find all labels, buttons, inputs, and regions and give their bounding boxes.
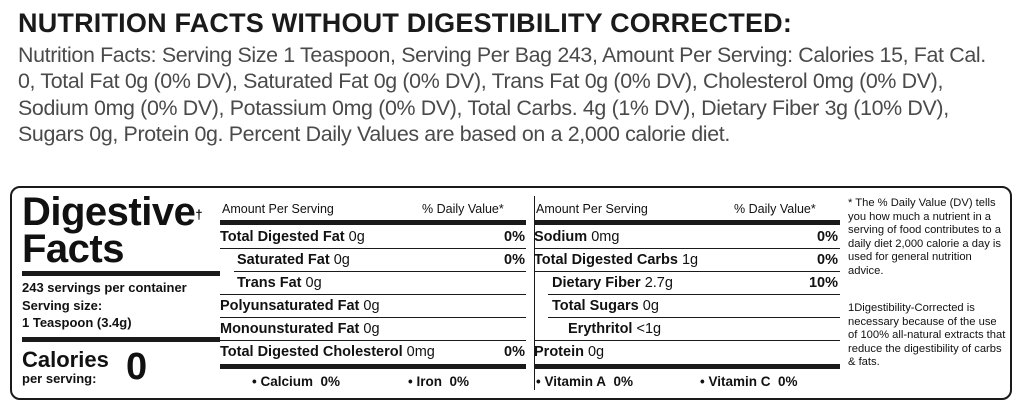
nutrient-row: Monounsturated Fat 0g <box>220 321 380 337</box>
nutrition-paragraph: Nutrition Facts: Serving Size 1 Teaspoon… <box>18 43 986 146</box>
footnote-digestibility: 1Digestibility-Corrected is necessary be… <box>848 302 1006 369</box>
nutrient-row: Total Digested Fat 0g <box>220 229 365 245</box>
separator <box>534 196 535 390</box>
nutrient-dv: 0% <box>817 229 838 245</box>
col-header-left-amount: Amount Per Serving <box>222 202 334 216</box>
title-line1: Digestive <box>22 190 196 234</box>
nutrient-amount: 0mg <box>591 229 620 245</box>
divider <box>22 271 220 276</box>
dagger-mark: † <box>195 207 203 222</box>
nutrient-amount: 0g <box>587 344 605 360</box>
title-line2: Facts <box>22 227 125 271</box>
divider <box>548 294 840 295</box>
serving-size-value: 1 Teaspoon (3.4g) <box>22 315 132 330</box>
nutrient-amount: 0g <box>363 298 380 314</box>
nutrient-amount: 0mg <box>406 344 435 360</box>
nutrient-name: Total Sugars <box>552 298 639 314</box>
divider <box>534 340 840 341</box>
digestive-facts-panel: Digestive† Facts 243 servings per contai… <box>10 186 1012 400</box>
divider <box>220 340 526 341</box>
nutrient-amount: 0g <box>363 321 380 337</box>
divider <box>22 337 220 342</box>
nutrient-name: Total Digested Carbs <box>534 252 678 268</box>
nutrient-dv: 0% <box>504 229 525 245</box>
vitamin-name: • Vitamin A <box>536 374 606 389</box>
serving-size-label: Serving size: <box>22 298 103 313</box>
nutrient-name: Protein <box>534 344 584 360</box>
divider <box>534 220 840 225</box>
vitamin-value: 0% <box>778 374 798 389</box>
divider <box>234 271 526 272</box>
nutrient-dv: 0% <box>817 252 838 268</box>
vitamin-name: • Iron <box>408 374 442 389</box>
nutrient-name: Trans Fat <box>237 275 302 291</box>
nutrient-row: Total Digested Cholesterol 0mg <box>220 344 435 360</box>
calories-sub: per serving: <box>22 371 97 386</box>
nutrient-amount: 0g <box>642 298 659 314</box>
nutrient-name: Total Digested Cholesterol <box>220 344 403 360</box>
calories-value: 0 <box>126 346 148 388</box>
nutrient-dv: 10% <box>808 275 838 291</box>
vitamin-item: • Vitamin C 0% <box>700 374 798 389</box>
nutrient-amount: 1g <box>681 252 699 268</box>
nutrient-name: Polyunsaturated Fat <box>220 298 360 314</box>
divider <box>220 364 526 369</box>
nutrient-row: Saturated Fat 0g <box>237 252 350 268</box>
nutrient-dv: 0% <box>504 344 525 360</box>
vitamin-value: 0% <box>449 374 470 389</box>
nutrient-amount: 2.7g <box>644 275 673 291</box>
col-header-right-amount: Amount Per Serving <box>536 202 648 216</box>
nutrient-row: Trans Fat 0g <box>237 275 322 291</box>
vitamin-item: • Calcium 0% <box>252 374 340 389</box>
nutrient-row: Sodium 0mg <box>534 229 619 245</box>
vitamin-value: 0% <box>320 374 341 389</box>
divider <box>220 317 526 318</box>
footnote-daily-value: * The % Daily Value (DV) tells you how m… <box>848 197 1001 277</box>
nutrient-row: Protein 0g <box>534 344 604 360</box>
nutrient-amount: 0g <box>348 229 365 245</box>
vitamin-item: • Iron 0% <box>408 374 469 389</box>
nutrient-name: Monounsturated Fat <box>220 321 360 337</box>
vitamin-name: • Vitamin C <box>700 374 771 389</box>
title-block: Digestive† Facts <box>22 192 220 271</box>
nutrient-name: Saturated Fat <box>237 252 330 268</box>
nutrient-row: Erythritol <1g <box>568 321 661 337</box>
servings-per-container: 243 servings per container <box>22 280 187 295</box>
divider <box>534 364 840 369</box>
nutrient-amount: 0g <box>305 275 322 291</box>
vitamin-value: 0% <box>613 374 634 389</box>
heading: NUTRITION FACTS WITHOUT DIGESTIBILITY CO… <box>18 8 793 38</box>
vitamin-name: • Calcium <box>252 374 313 389</box>
nutrient-name: Sodium <box>534 229 588 245</box>
nutrient-row: Polyunsaturated Fat 0g <box>220 298 380 314</box>
nutrient-name: Erythritol <box>568 321 633 337</box>
nutrient-name: Dietary Fiber <box>552 275 641 291</box>
divider <box>220 220 526 225</box>
panel-title: Digestive† Facts <box>22 192 220 271</box>
divider <box>220 294 526 295</box>
nutrient-amount: <1g <box>636 321 662 337</box>
col-header-left-dv: % Daily Value* <box>422 202 504 216</box>
calories-label: Calories <box>22 347 109 372</box>
nutrient-row: Total Digested Carbs 1g <box>534 252 698 268</box>
divider <box>534 248 840 249</box>
vitamin-item: • Vitamin A 0% <box>536 374 633 389</box>
nutrient-dv: 0% <box>504 252 525 268</box>
divider <box>534 271 840 272</box>
nutrient-amount: 0g <box>333 252 350 268</box>
nutrient-row: Total Sugars 0g <box>552 298 659 314</box>
divider <box>220 248 526 249</box>
nutrient-row: Dietary Fiber 2.7g <box>552 275 673 291</box>
divider <box>548 317 840 318</box>
nutrient-name: Total Digested Fat <box>220 229 345 245</box>
col-header-right-dv: % Daily Value* <box>734 202 816 216</box>
